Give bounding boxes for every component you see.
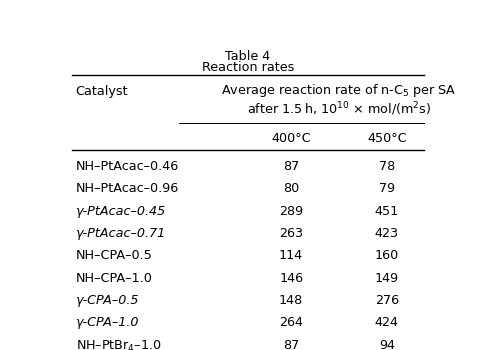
Text: γ-CPA–1.0: γ-CPA–1.0 [76, 316, 139, 329]
Text: 451: 451 [375, 204, 399, 217]
Text: 160: 160 [375, 249, 399, 262]
Text: NH–PtAcac–0.46: NH–PtAcac–0.46 [76, 160, 179, 173]
Text: Reaction rates: Reaction rates [202, 61, 294, 74]
Text: 149: 149 [375, 272, 399, 285]
Text: 424: 424 [375, 316, 399, 329]
Text: NH–PtBr$_4$–1.0: NH–PtBr$_4$–1.0 [76, 339, 161, 350]
Text: 148: 148 [279, 294, 303, 307]
Text: γ-PtAcac–0.45: γ-PtAcac–0.45 [76, 204, 166, 217]
Text: Table 4: Table 4 [226, 50, 271, 63]
Text: γ-CPA–0.5: γ-CPA–0.5 [76, 294, 139, 307]
Text: 400°C: 400°C [272, 132, 311, 145]
Text: Average reaction rate of n-C$_5$ per SA: Average reaction rate of n-C$_5$ per SA [221, 83, 457, 99]
Text: 94: 94 [379, 339, 395, 350]
Text: 264: 264 [279, 316, 303, 329]
Text: 87: 87 [283, 160, 299, 173]
Text: 78: 78 [378, 160, 395, 173]
Text: 276: 276 [375, 294, 399, 307]
Text: 423: 423 [375, 227, 399, 240]
Text: 80: 80 [283, 182, 299, 195]
Text: 263: 263 [279, 227, 303, 240]
Text: NH–PtAcac–0.96: NH–PtAcac–0.96 [76, 182, 179, 195]
Text: after 1.5 h, 10$^{10}$ × mol/(m$^2$s): after 1.5 h, 10$^{10}$ × mol/(m$^2$s) [247, 100, 431, 118]
Text: 79: 79 [379, 182, 395, 195]
Text: 450°C: 450°C [367, 132, 407, 145]
Text: 114: 114 [279, 249, 303, 262]
Text: 146: 146 [279, 272, 303, 285]
Text: NH–CPA–1.0: NH–CPA–1.0 [76, 272, 152, 285]
Text: γ-PtAcac–0.71: γ-PtAcac–0.71 [76, 227, 166, 240]
Text: 87: 87 [283, 339, 299, 350]
Text: NH–CPA–0.5: NH–CPA–0.5 [76, 249, 152, 262]
Text: Catalyst: Catalyst [76, 85, 128, 98]
Text: 289: 289 [279, 204, 303, 217]
